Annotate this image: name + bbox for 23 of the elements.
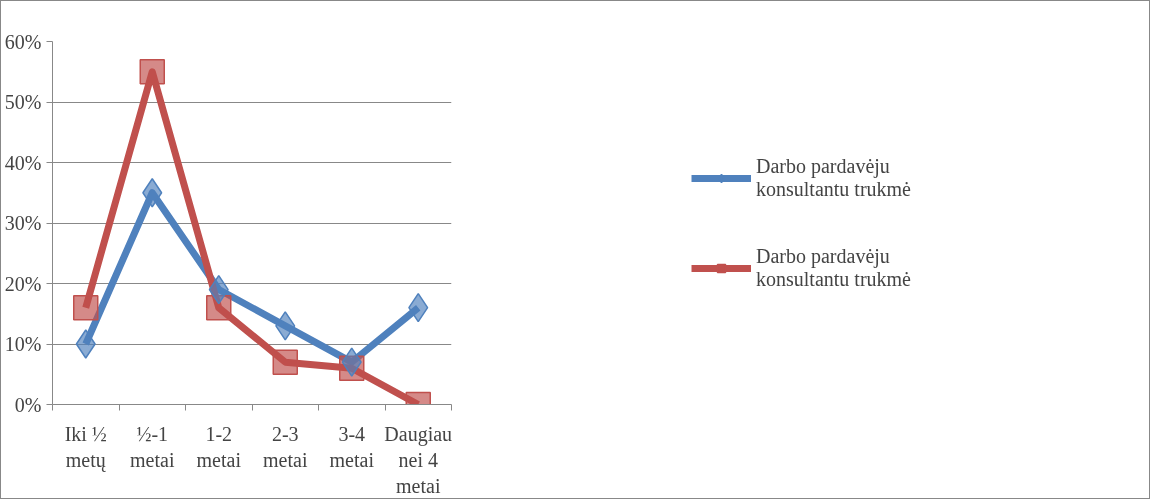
y-tick-label: 60% (4, 30, 42, 53)
legend-label: Darbo pardavėju konsultantu trukmė (756, 243, 911, 292)
y-tick-label: 40% (4, 151, 42, 174)
point (272, 349, 298, 375)
x-tick-label: 3-4 metai (329, 422, 375, 471)
y-tick-label: 20% (4, 272, 42, 295)
legend-label: Darbo pardavėju konsultantu trukmė (756, 153, 911, 202)
y-tick-label: 10% (4, 333, 42, 355)
point (75, 329, 96, 359)
y-tick-label: 50% (4, 91, 42, 113)
x-tick-label: 1-2 metai (196, 422, 242, 471)
point (139, 59, 165, 85)
y-tick-label: 0% (14, 393, 42, 416)
x-tick-label: Iki ½ metų (64, 422, 107, 472)
x-tick-label: 2-3 metai (263, 422, 308, 471)
x-tick-label: ½-1 metai (130, 422, 175, 471)
point (275, 311, 296, 341)
point (73, 294, 99, 321)
y-tick-label: 30% (4, 212, 42, 234)
point (142, 178, 163, 208)
point (206, 294, 232, 321)
point (341, 347, 362, 377)
x-tick-label: Daugiau nei 4 metai (384, 422, 453, 498)
